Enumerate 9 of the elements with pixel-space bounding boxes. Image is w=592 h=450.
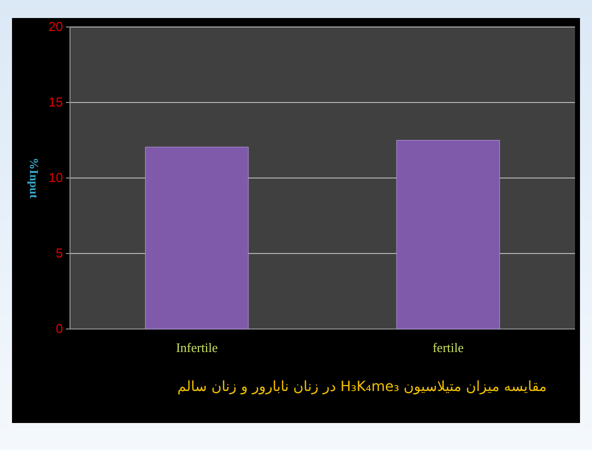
x-tick-label: Infertile <box>176 340 218 356</box>
y-tick-label: 5 <box>56 246 63 261</box>
y-tick-label: 10 <box>48 170 63 186</box>
y-tick-label: 20 <box>48 19 63 34</box>
x-tick-label: fertile <box>432 340 464 356</box>
y-tick-label: 0 <box>56 321 63 336</box>
x-axis-title: مقایسه میزان متیلاسیون H₃K₄me₃ در زنان نابارور و زنان سالم <box>177 379 547 395</box>
y-axis-title: %Input <box>27 158 41 198</box>
y-tick-label: 15 <box>48 94 63 110</box>
